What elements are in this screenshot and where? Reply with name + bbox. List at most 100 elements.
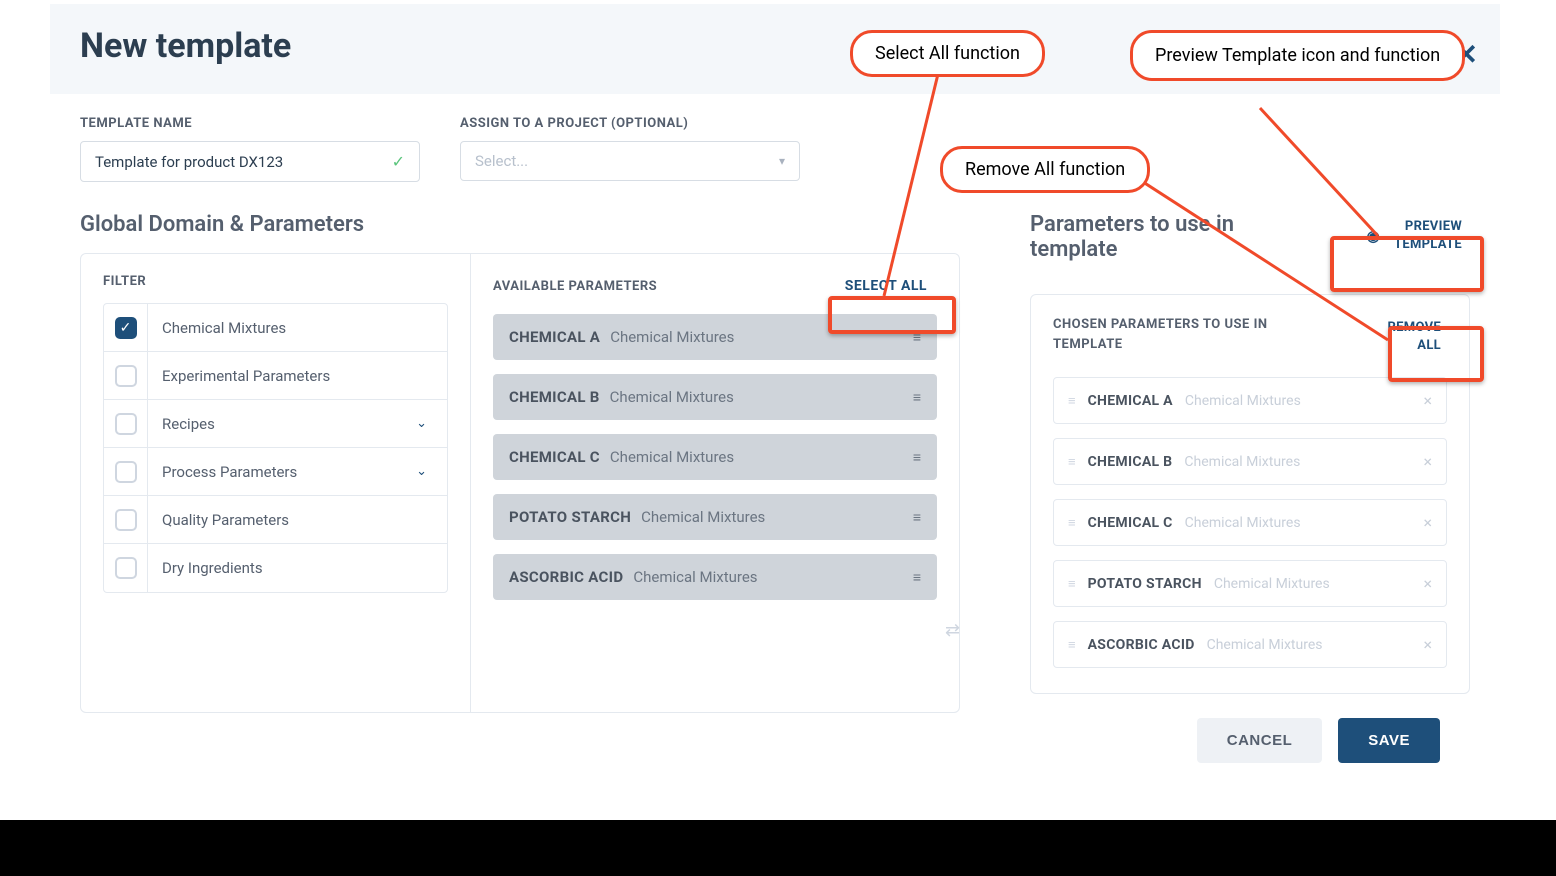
template-name-input[interactable]: Template for product DX123 ✓: [80, 141, 420, 182]
checkbox[interactable]: ✓: [115, 317, 137, 339]
bottom-strip: [0, 820, 1556, 876]
drag-icon[interactable]: ≡: [913, 449, 921, 466]
highlight-select-all: [828, 296, 956, 334]
filter-item[interactable]: Quality Parameters: [104, 496, 447, 544]
filter-item[interactable]: Experimental Parameters: [104, 352, 447, 400]
param-name: CHEMICAL C: [1088, 515, 1173, 531]
highlight-remove-all: [1388, 326, 1484, 382]
new-template-modal: New template ✕ TEMPLATE NAME Template fo…: [50, 4, 1500, 804]
cancel-button[interactable]: CANCEL: [1197, 718, 1323, 763]
chosen-list: ≡ CHEMICAL A Chemical Mixtures × ≡ CHEMICAL B…: [1053, 377, 1447, 668]
filter-item[interactable]: Process Parameters⌄: [104, 448, 447, 496]
filter-checkbox-cell: ✓: [104, 304, 148, 351]
param-name: CHEMICAL C: [509, 448, 600, 466]
drag-icon[interactable]: ≡: [1068, 515, 1076, 531]
swap-icon[interactable]: ⇄: [945, 620, 960, 641]
param-name: ASCORBIC ACID: [1088, 637, 1195, 653]
filter-checkbox-cell: [104, 352, 148, 399]
filter-checkbox-cell: [104, 400, 148, 447]
available-item[interactable]: POTATO STARCH Chemical Mixtures ≡: [493, 494, 937, 540]
param-category: Chemical Mixtures: [633, 568, 757, 586]
param-category: Chemical Mixtures: [610, 388, 734, 406]
param-category: Chemical Mixtures: [1184, 454, 1300, 470]
param-category: Chemical Mixtures: [1214, 576, 1330, 592]
drag-icon[interactable]: ≡: [913, 569, 921, 586]
param-category: Chemical Mixtures: [1207, 637, 1323, 653]
filter-label: Recipes⌄: [148, 415, 447, 433]
drag-icon[interactable]: ≡: [1068, 637, 1076, 653]
drag-icon[interactable]: ≡: [1068, 576, 1076, 592]
callout-remove-all: Remove All function: [940, 146, 1150, 193]
available-item[interactable]: ASCORBIC ACID Chemical Mixtures ≡: [493, 554, 937, 600]
chosen-item[interactable]: ≡ ASCORBIC ACID Chemical Mixtures ×: [1053, 621, 1447, 668]
body-row: Global Domain & Parameters FILTER ✓ Chemi…: [50, 192, 1500, 763]
chosen-heading: CHOSEN PARAMETERS TO USE IN TEMPLATE: [1053, 315, 1313, 354]
callout-preview: Preview Template icon and function: [1130, 30, 1465, 81]
filter-list: ✓ Chemical Mixtures Experimental Parameter…: [103, 303, 448, 593]
param-name: CHEMICAL A: [1088, 393, 1173, 409]
filter-checkbox-cell: [104, 544, 148, 592]
checkbox[interactable]: [115, 557, 137, 579]
checkbox[interactable]: [115, 461, 137, 483]
assign-project-placeholder: Select...: [475, 152, 528, 170]
param-name: CHEMICAL B: [1088, 454, 1173, 470]
drag-icon[interactable]: ≡: [913, 389, 921, 406]
available-heading: AVAILABLE PARAMETERS: [493, 279, 657, 294]
available-item[interactable]: CHEMICAL B Chemical Mixtures ≡: [493, 374, 937, 420]
param-name: CHEMICAL A: [509, 328, 600, 346]
param-category: Chemical Mixtures: [610, 448, 734, 466]
drag-icon[interactable]: ≡: [1068, 393, 1076, 409]
callout-select-all: Select All function: [850, 30, 1045, 77]
filter-label: Chemical Mixtures: [148, 319, 447, 337]
form-row: TEMPLATE NAME Template for product DX123…: [50, 94, 1500, 192]
filter-label: Quality Parameters: [148, 511, 447, 529]
param-category: Chemical Mixtures: [610, 328, 734, 346]
chevron-down-icon: ▾: [779, 154, 785, 168]
remove-icon[interactable]: ×: [1423, 391, 1432, 410]
filter-item[interactable]: Recipes⌄: [104, 400, 447, 448]
save-button[interactable]: SAVE: [1338, 718, 1440, 763]
assign-project-group: ASSIGN TO A PROJECT (OPTIONAL) Select...…: [460, 116, 800, 182]
filter-label: Process Parameters⌄: [148, 463, 447, 481]
param-name: ASCORBIC ACID: [509, 568, 623, 586]
checkbox[interactable]: [115, 509, 137, 531]
filter-label: Experimental Parameters: [148, 367, 447, 385]
filter-checkbox-cell: [104, 496, 148, 543]
footer-buttons: CANCEL SAVE: [1030, 694, 1470, 763]
chosen-item[interactable]: ≡ POTATO STARCH Chemical Mixtures ×: [1053, 560, 1447, 607]
filter-checkbox-cell: [104, 448, 148, 495]
template-name-label: TEMPLATE NAME: [80, 116, 420, 131]
filter-item[interactable]: ✓ Chemical Mixtures: [104, 304, 447, 352]
chosen-item[interactable]: ≡ CHEMICAL B Chemical Mixtures ×: [1053, 438, 1447, 485]
remove-icon[interactable]: ×: [1423, 513, 1432, 532]
filter-item[interactable]: Dry Ingredients: [104, 544, 447, 592]
available-list: CHEMICAL A Chemical Mixtures ≡ CHEMICAL B Ch…: [493, 314, 937, 600]
available-item[interactable]: CHEMICAL C Chemical Mixtures ≡: [493, 434, 937, 480]
drag-icon[interactable]: ≡: [1068, 454, 1076, 470]
param-category: Chemical Mixtures: [641, 508, 765, 526]
remove-icon[interactable]: ×: [1423, 452, 1432, 471]
assign-project-select[interactable]: Select... ▾: [460, 141, 800, 181]
template-name-group: TEMPLATE NAME Template for product DX123…: [80, 116, 420, 182]
filter-label: Dry Ingredients: [148, 559, 447, 577]
chosen-item[interactable]: ≡ CHEMICAL A Chemical Mixtures ×: [1053, 377, 1447, 424]
remove-icon[interactable]: ×: [1423, 574, 1432, 593]
param-name: POTATO STARCH: [509, 508, 631, 526]
checkbox[interactable]: [115, 413, 137, 435]
chosen-section: Parameters to use in template ◉ PREVIEW …: [1030, 212, 1470, 763]
filter-heading: FILTER: [103, 274, 448, 289]
chevron-down-icon[interactable]: ⌄: [416, 416, 427, 431]
checkbox[interactable]: [115, 365, 137, 387]
assign-project-label: ASSIGN TO A PROJECT (OPTIONAL): [460, 116, 800, 131]
param-category: Chemical Mixtures: [1185, 393, 1301, 409]
check-icon: ✓: [392, 152, 405, 171]
param-name: POTATO STARCH: [1088, 576, 1202, 592]
global-domain-title: Global Domain & Parameters: [80, 212, 960, 237]
param-category: Chemical Mixtures: [1185, 515, 1301, 531]
param-name: CHEMICAL B: [509, 388, 600, 406]
remove-icon[interactable]: ×: [1423, 635, 1432, 654]
chevron-down-icon[interactable]: ⌄: [416, 464, 427, 479]
drag-icon[interactable]: ≡: [913, 509, 921, 526]
chosen-item[interactable]: ≡ CHEMICAL C Chemical Mixtures ×: [1053, 499, 1447, 546]
global-domain-section: Global Domain & Parameters FILTER ✓ Chemi…: [80, 212, 960, 763]
